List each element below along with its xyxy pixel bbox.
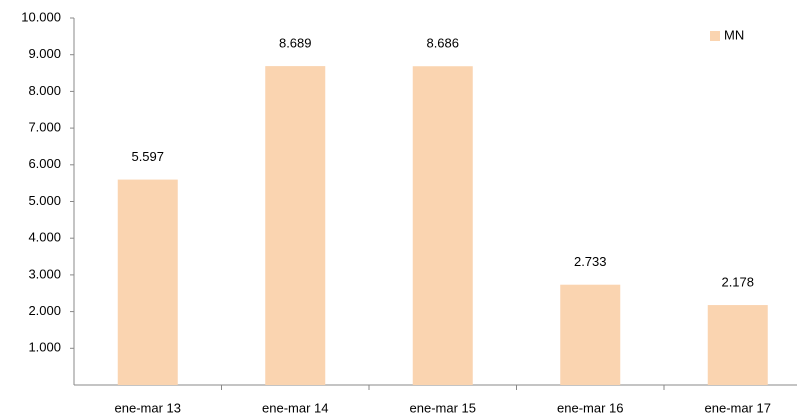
- bar: [412, 66, 473, 385]
- y-tick-label: 1.000: [28, 340, 61, 355]
- y-tick-label: 7.000: [28, 120, 61, 135]
- x-tick-label: ene-mar 17: [705, 400, 771, 415]
- x-tick-label: ene-mar 13: [115, 400, 181, 415]
- bar: [265, 66, 326, 385]
- legend-label: MN: [724, 27, 744, 42]
- x-tick-label: ene-mar 15: [410, 400, 476, 415]
- y-tick-label: 5.000: [28, 193, 61, 208]
- value-label: 8.689: [279, 36, 312, 51]
- y-tick-label: 4.000: [28, 230, 61, 245]
- y-tick-label: 6.000: [28, 156, 61, 171]
- y-tick-label: 10.000: [21, 9, 61, 24]
- x-tick-label: ene-mar 14: [262, 400, 328, 415]
- y-tick-label: 2.000: [28, 303, 61, 318]
- y-tick-label: 8.000: [28, 83, 61, 98]
- bar: [560, 284, 621, 385]
- y-tick-label: 9.000: [28, 46, 61, 61]
- value-label: 5.597: [131, 149, 164, 164]
- bar: [117, 179, 178, 385]
- legend-swatch: [710, 31, 720, 41]
- value-label: 2.733: [574, 254, 607, 269]
- value-label: 2.178: [721, 275, 754, 290]
- y-tick-label: 3.000: [28, 266, 61, 281]
- x-tick-label: ene-mar 16: [557, 400, 623, 415]
- value-label: 8.686: [426, 36, 459, 51]
- bar: [707, 305, 768, 385]
